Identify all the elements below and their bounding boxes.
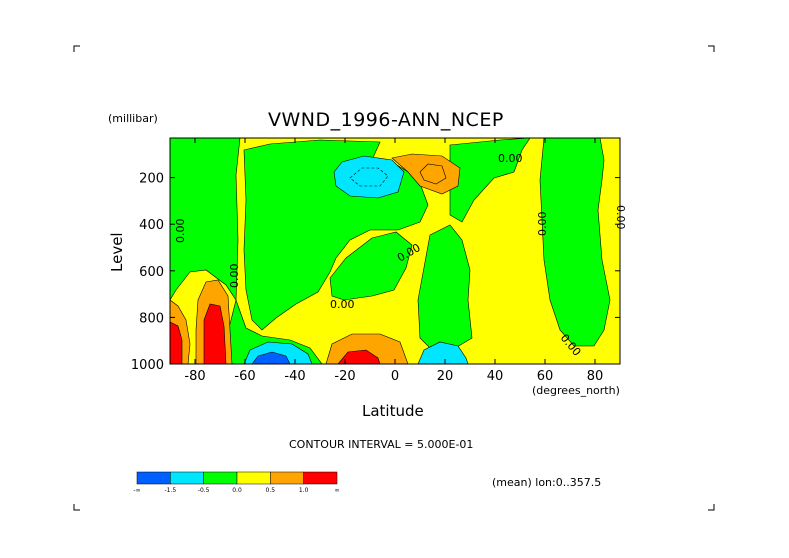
contour-label: 0.00 [498, 152, 523, 165]
x-tick-label: -80 [184, 369, 205, 384]
x-tick-label: 60 [537, 369, 554, 384]
crop-marks [73, 45, 715, 511]
red-core-sh-2 [203, 303, 227, 364]
x-tick-label: -20 [334, 369, 355, 384]
orange-core-upper-inner [419, 163, 447, 185]
colorbar-label: 0.0 [232, 487, 242, 494]
green-region-nh [449, 138, 531, 223]
contour-label: 0.00 [174, 219, 187, 244]
blue-core-south [251, 351, 291, 364]
colorbar-label: -∞ [133, 487, 140, 494]
x-axis-title: Latitude [362, 402, 424, 420]
colorbar-swatch [236, 471, 271, 485]
contour-interval-text: CONTOUR INTERVAL = 5.000E-01 [289, 438, 473, 451]
x-tick-label: 20 [437, 369, 454, 384]
x-tick-label: 80 [587, 369, 604, 384]
y-tick-label: 800 [139, 311, 164, 326]
green-region-tropics [329, 231, 413, 301]
colorbar: -∞ -1.5 -0.5 0.0 0.5 1.0 ∞ [133, 471, 340, 494]
colorbar-swatch [270, 471, 304, 485]
contour-label: 0.00 [228, 264, 241, 289]
y-axis-title: Level [108, 232, 126, 272]
cyan-core-upper [333, 155, 405, 199]
colorbar-swatch [303, 471, 338, 485]
x-tick-label: -60 [234, 369, 255, 384]
green-region-nh-low [417, 224, 473, 351]
x-axis: -80 -60 -40 -20 0 20 40 60 80 [184, 138, 603, 384]
green-region-nh-high [539, 138, 611, 347]
colorbar-swatch [203, 471, 238, 485]
y-axis: 200 400 600 800 1000 [131, 172, 620, 373]
contour-label: 0.00 [536, 212, 549, 237]
y-tick-label: 600 [139, 265, 164, 280]
contour-field [170, 138, 620, 364]
cyan-core-upper-inner [349, 167, 389, 187]
x-axis-units: (degrees_north) [532, 384, 620, 397]
subset-text: (mean) lon:0..357.5 [492, 476, 601, 489]
y-tick-label: 200 [139, 172, 164, 187]
plot-title: VWND_1996-ANN_NCEP [268, 109, 504, 131]
cyan-core-north [417, 341, 469, 364]
colorbar-label: -1.5 [164, 487, 176, 494]
colorbar-swatch [136, 471, 171, 485]
red-core-tropics [337, 349, 381, 364]
green-region-sh-upper [170, 138, 241, 301]
colorbar-label: -0.5 [198, 487, 210, 494]
units-label: (millibar) [108, 112, 158, 125]
y-tick-label: 400 [139, 218, 164, 233]
colorbar-label: ∞ [335, 487, 340, 494]
contour-label: 0.00 [330, 298, 355, 311]
x-tick-label: 0 [391, 369, 399, 384]
x-tick-label: 40 [487, 369, 504, 384]
red-core-sh-1 [170, 321, 183, 364]
y-tick-label: 1000 [131, 358, 164, 373]
colorbar-swatch [170, 471, 204, 485]
colorbar-label: 1.0 [299, 487, 309, 494]
x-tick-label: -40 [284, 369, 305, 384]
colorbar-label: 0.5 [266, 487, 276, 494]
